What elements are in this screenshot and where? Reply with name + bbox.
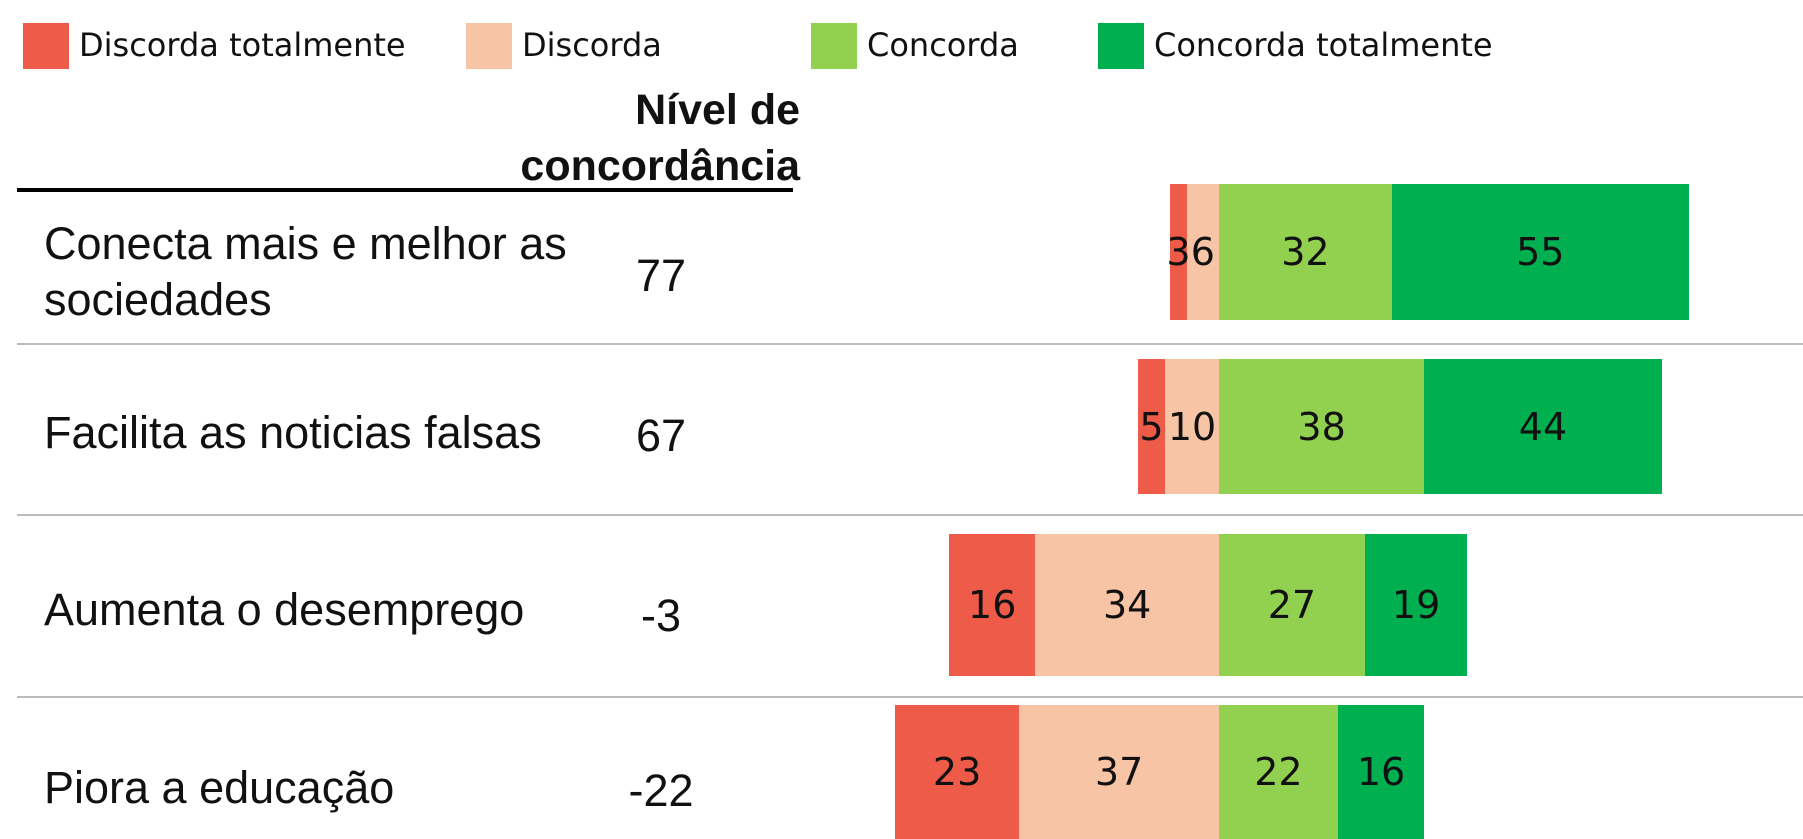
bar-segment: 16 <box>1337 705 1425 839</box>
row-label: Piora a educação <box>44 762 395 813</box>
bar-segment: 37 <box>1019 705 1219 839</box>
bar-segment: 55 <box>1391 184 1689 320</box>
legend-swatch <box>1098 23 1144 69</box>
bar-segment: 3 <box>1166 184 1191 320</box>
bar-segment: 32 <box>1219 184 1392 320</box>
row-separator <box>17 343 1803 345</box>
bar-segment: 23 <box>895 705 1020 839</box>
row-label: Facilita as noticias falsas <box>44 407 542 458</box>
level-value: 77 <box>635 250 687 301</box>
header-rule <box>17 188 793 192</box>
legend-label: Concorda totalmente <box>1154 26 1493 64</box>
legend-swatch <box>23 23 69 69</box>
level-title: Nível de concordância <box>520 86 800 190</box>
legend-label: Concorda <box>867 26 1019 64</box>
bar-segment: 6 <box>1186 184 1219 320</box>
bar-segment: 34 <box>1035 534 1219 676</box>
legend-swatch <box>811 23 857 69</box>
bar-segment: 38 <box>1219 359 1425 494</box>
bar-segment: 16 <box>949 534 1036 676</box>
bar-segment: 44 <box>1424 359 1662 494</box>
row-label: Conecta mais e melhor as sociedades <box>44 218 567 325</box>
legend-label: Discorda <box>522 26 662 64</box>
bar-segment: 19 <box>1364 534 1468 676</box>
row-label: Aumenta o desemprego <box>44 584 525 635</box>
bar-segment: 22 <box>1219 705 1338 839</box>
level-value: -3 <box>640 590 681 641</box>
bar-segment: 27 <box>1219 534 1365 676</box>
bar-segment: 5 <box>1138 359 1165 494</box>
row-separator <box>17 514 1803 516</box>
legend-swatch <box>466 23 512 69</box>
row-separator <box>17 696 1803 698</box>
level-value: 67 <box>635 410 687 461</box>
legend-label: Discorda totalmente <box>79 26 406 64</box>
bar-segment: 10 <box>1165 359 1219 494</box>
level-value: -22 <box>628 765 694 816</box>
